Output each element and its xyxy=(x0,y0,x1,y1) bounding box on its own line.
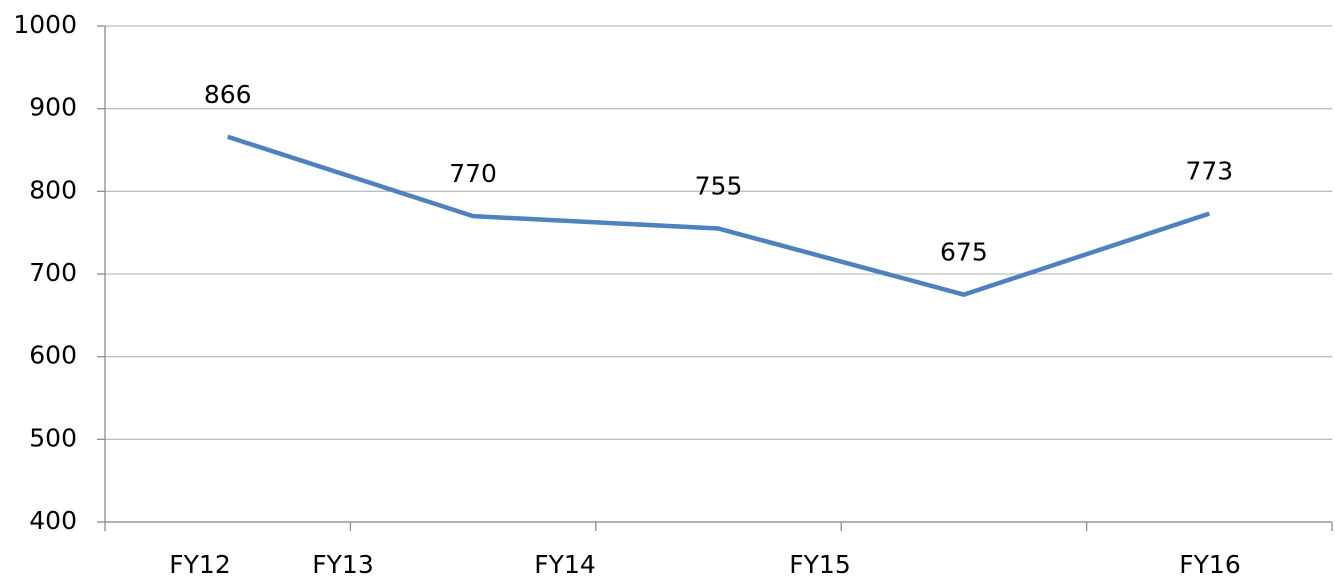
x-tick-label: FY12 xyxy=(169,550,230,579)
x-tick-label: FY16 xyxy=(1179,550,1240,579)
x-tick-label: FY13 xyxy=(312,550,373,579)
y-tick-label: 800 xyxy=(29,175,77,204)
data-label: 770 xyxy=(449,159,497,188)
data-label: 755 xyxy=(695,172,743,201)
data-label: 675 xyxy=(940,238,988,267)
y-tick-label: 600 xyxy=(29,341,77,370)
y-tick-label: 400 xyxy=(29,506,77,535)
line xyxy=(227,134,1211,297)
y-tick-label: 900 xyxy=(29,93,77,122)
data-label: 866 xyxy=(204,80,252,109)
y-tick-label: 700 xyxy=(29,258,77,287)
data-label: 773 xyxy=(1185,157,1233,186)
x-tick-label: FY15 xyxy=(789,550,850,579)
x-tick-label: FY14 xyxy=(534,550,595,579)
y-tick-label: 1000 xyxy=(13,10,77,39)
y-tick-label: 500 xyxy=(29,423,77,452)
